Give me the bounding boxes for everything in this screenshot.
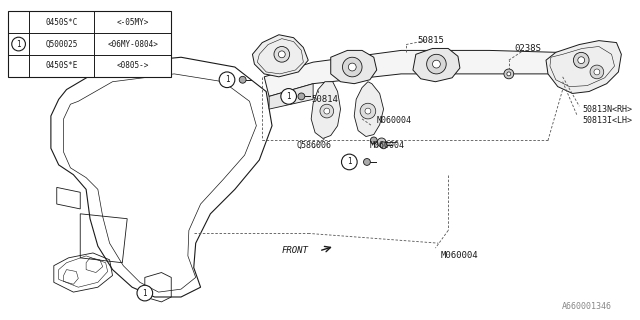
Circle shape [12, 37, 26, 51]
Circle shape [274, 46, 290, 62]
Circle shape [380, 142, 387, 149]
Circle shape [365, 108, 371, 114]
Text: 1: 1 [143, 289, 147, 298]
Circle shape [371, 137, 377, 144]
Polygon shape [331, 51, 377, 84]
Circle shape [504, 69, 514, 79]
Text: <06MY-0804>: <06MY-0804> [107, 40, 158, 49]
Text: 0450S*E: 0450S*E [45, 61, 78, 70]
Polygon shape [354, 82, 383, 137]
Polygon shape [264, 51, 577, 96]
Circle shape [360, 103, 376, 119]
Circle shape [342, 57, 362, 77]
Text: 1: 1 [225, 75, 229, 84]
Text: 1: 1 [286, 92, 291, 101]
Circle shape [364, 158, 371, 165]
Polygon shape [252, 35, 308, 77]
Circle shape [594, 69, 600, 75]
Text: 1: 1 [347, 157, 351, 166]
Circle shape [324, 108, 330, 114]
Text: 50814: 50814 [311, 95, 338, 104]
Circle shape [137, 285, 153, 301]
Circle shape [578, 57, 585, 64]
Polygon shape [311, 82, 340, 139]
Circle shape [507, 72, 511, 76]
Text: 0450S*C: 0450S*C [45, 18, 78, 27]
Circle shape [590, 65, 604, 79]
Text: 50815: 50815 [418, 36, 445, 45]
Circle shape [320, 104, 333, 118]
Polygon shape [413, 48, 460, 82]
Text: M060004: M060004 [377, 116, 412, 125]
Text: 0238S: 0238S [515, 44, 541, 53]
Text: 50813N<RH>: 50813N<RH> [582, 105, 632, 114]
Circle shape [348, 63, 356, 71]
Text: <-05MY>: <-05MY> [116, 18, 148, 27]
Text: <0805->: <0805-> [116, 61, 148, 70]
Text: FRONT: FRONT [282, 245, 308, 254]
Circle shape [573, 52, 589, 68]
Text: Q500025: Q500025 [45, 40, 78, 49]
Text: M060004: M060004 [370, 141, 405, 150]
Circle shape [433, 60, 440, 68]
Circle shape [239, 76, 246, 83]
Text: Q586006: Q586006 [296, 141, 332, 150]
Circle shape [281, 89, 296, 104]
Circle shape [219, 72, 235, 88]
Text: A660001346: A660001346 [561, 302, 612, 311]
Text: 50813I<LH>: 50813I<LH> [582, 116, 632, 125]
FancyBboxPatch shape [8, 11, 172, 77]
Polygon shape [546, 41, 621, 93]
Polygon shape [269, 84, 313, 109]
Circle shape [298, 93, 305, 100]
Circle shape [427, 54, 446, 74]
Text: 1: 1 [16, 40, 21, 49]
Text: M060004: M060004 [440, 252, 478, 260]
Circle shape [377, 138, 386, 147]
Circle shape [278, 51, 285, 58]
Circle shape [342, 154, 357, 170]
